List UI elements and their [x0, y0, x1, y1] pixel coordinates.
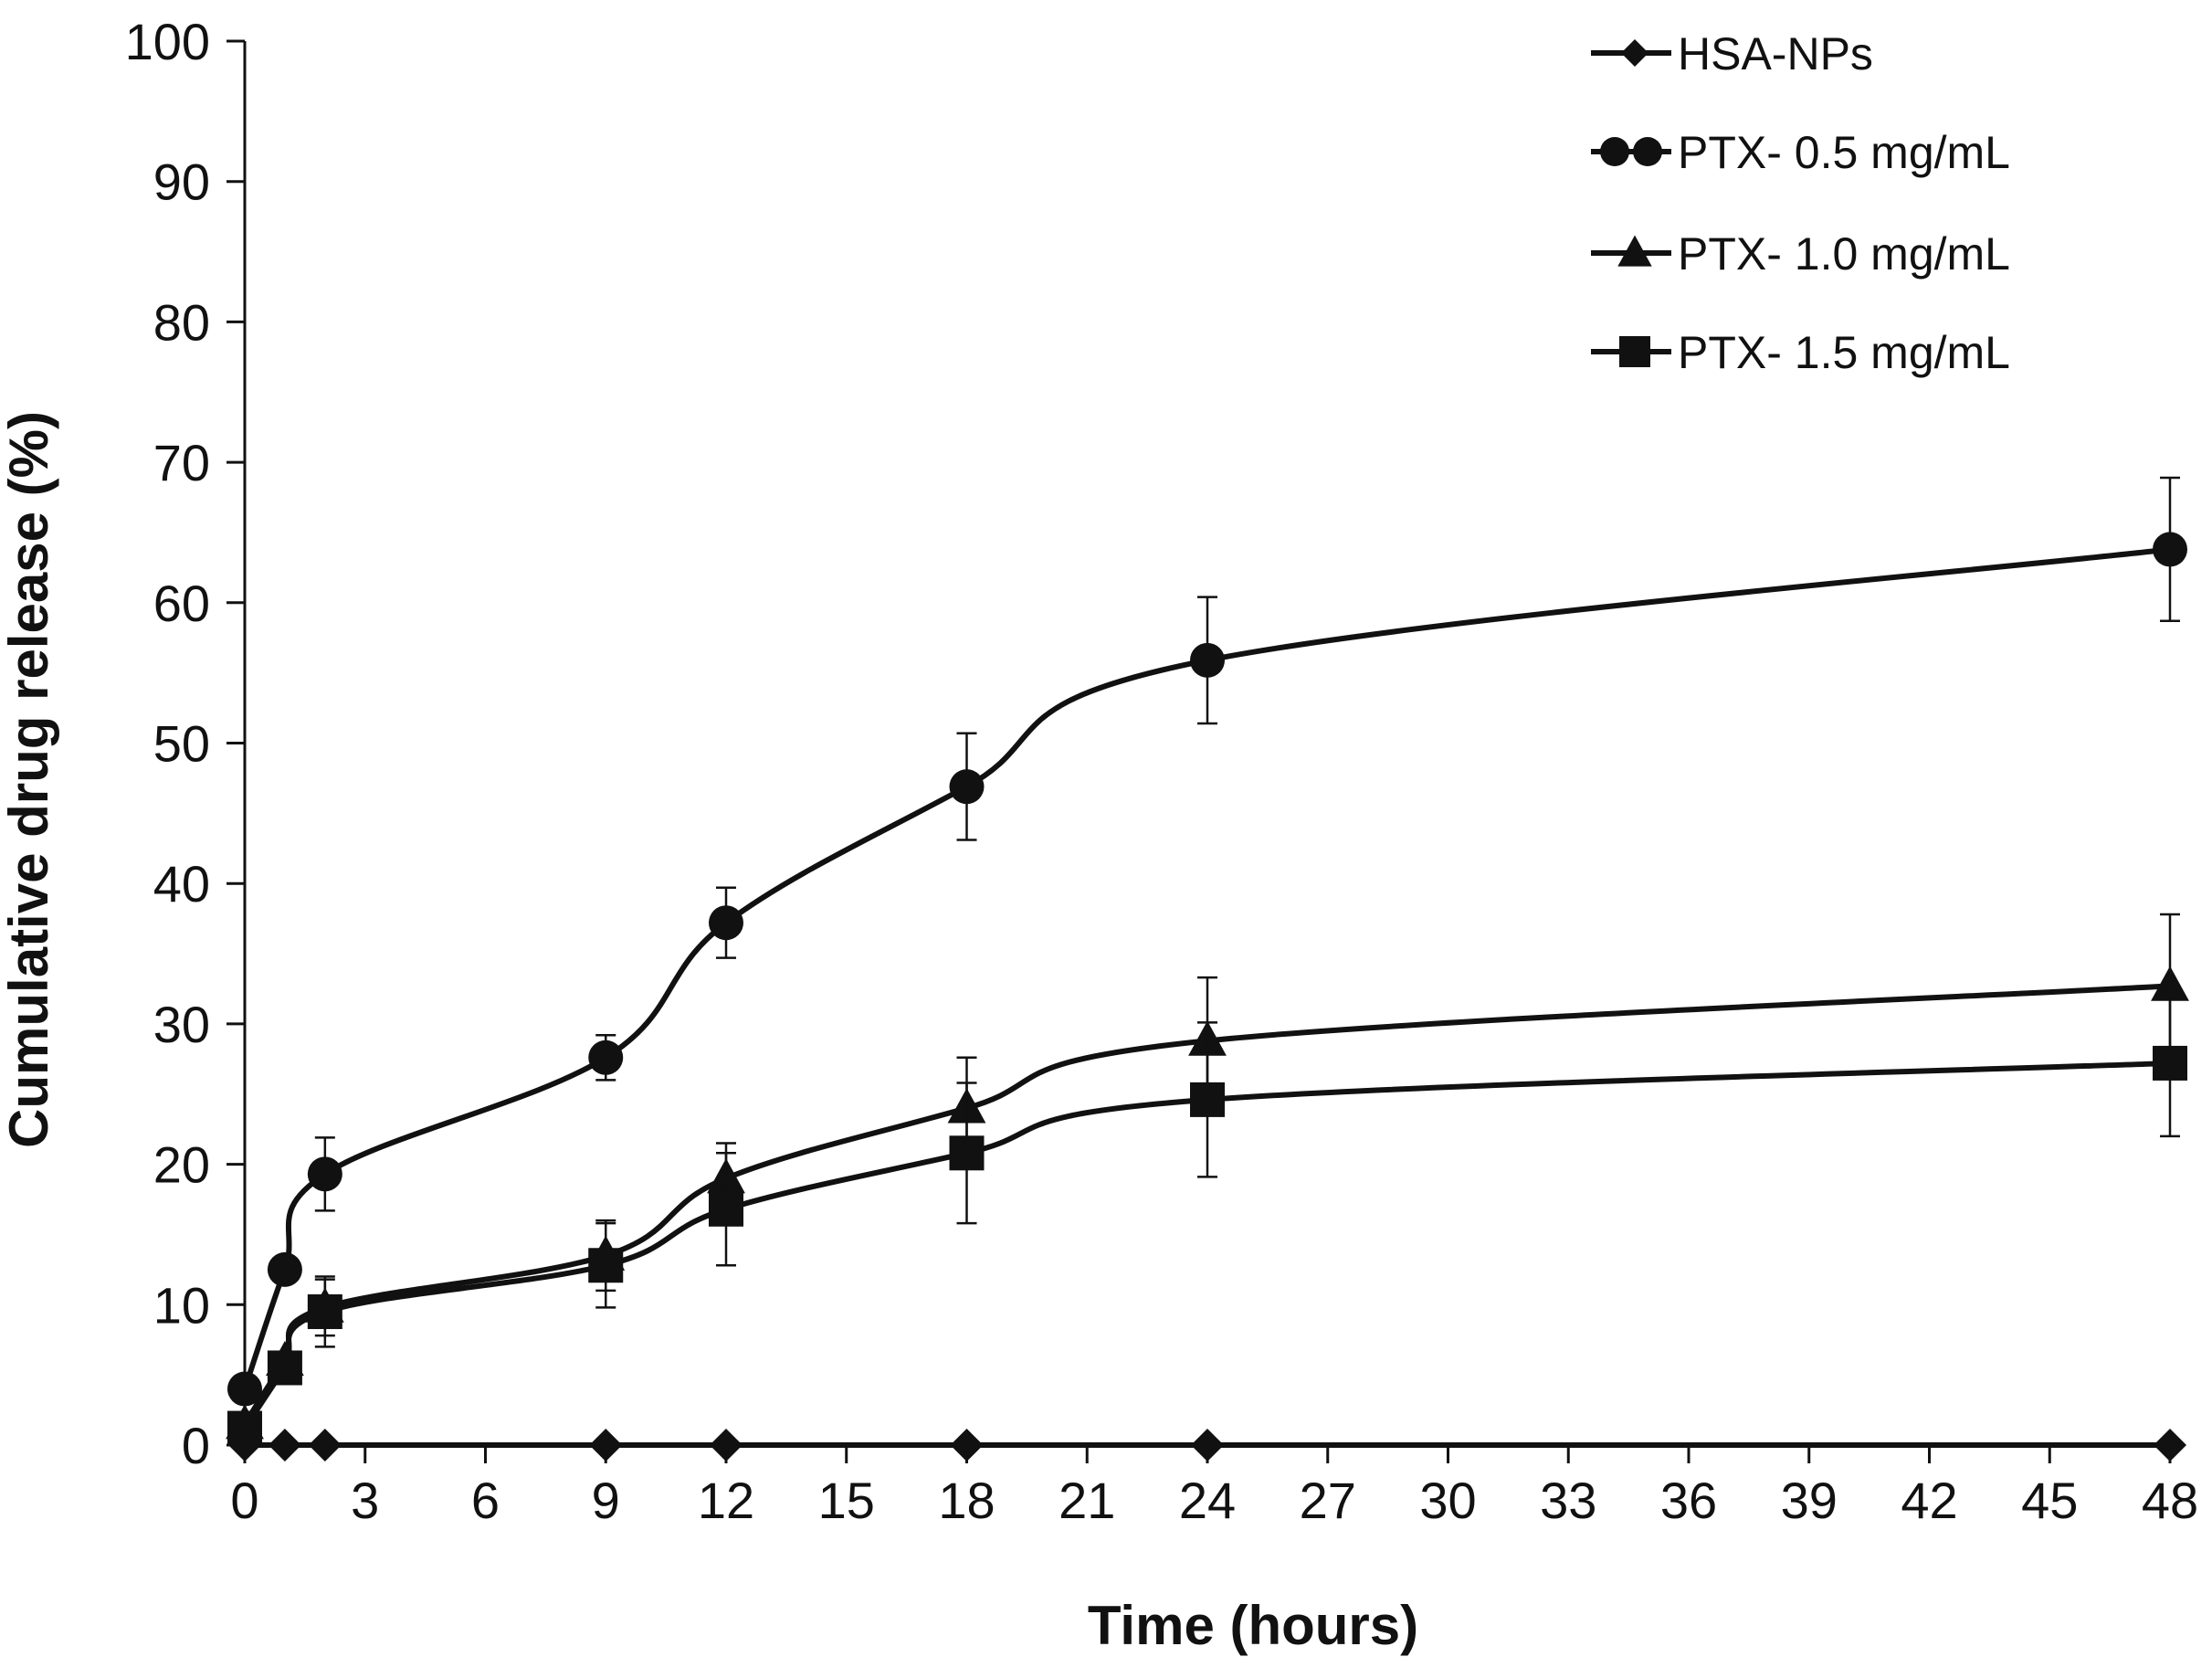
x-tick-label: 3 [351, 1472, 379, 1529]
y-tick-label: 60 [153, 575, 210, 632]
data-point-square [709, 1191, 743, 1227]
series-diamond [228, 1429, 2186, 1462]
data-point-circle [1633, 137, 1662, 166]
y-tick-label: 50 [153, 715, 210, 773]
x-tick-label: 30 [1419, 1472, 1476, 1529]
y-tick-label: 90 [153, 153, 210, 211]
data-point-square [949, 1135, 985, 1171]
x-tick-label: 21 [1059, 1472, 1115, 1529]
legend-label: PTX- 0.5 mg/mL [1678, 127, 2010, 178]
legend-item-triangle: PTX- 1.0 mg/mL [1591, 228, 2010, 280]
x-tick-label: 6 [471, 1472, 500, 1529]
legend-item-circle: PTX- 0.5 mg/mL [1591, 127, 2010, 178]
data-point-diamond [1191, 1429, 1224, 1462]
x-tick-label: 12 [698, 1472, 754, 1529]
data-point-circle [267, 1251, 302, 1287]
data-point-diamond [268, 1429, 301, 1462]
series-line [242, 983, 2173, 1427]
x-tick-label: 18 [938, 1472, 995, 1529]
data-point-square [227, 1410, 262, 1446]
data-point-diamond [1621, 39, 1648, 67]
y-tick-label: 80 [153, 293, 210, 351]
data-point-circle [949, 769, 985, 805]
data-point-diamond [950, 1429, 984, 1462]
data-point-diamond [2154, 1429, 2186, 1462]
data-point-square [1619, 336, 1650, 367]
x-tick-label: 45 [2021, 1472, 2078, 1529]
series-line [242, 546, 2173, 1392]
legend-label: PTX- 1.0 mg/mL [1678, 228, 2010, 280]
data-point-triangle [1617, 235, 1652, 267]
y-tick-label: 40 [153, 855, 210, 913]
x-tick-label: 9 [592, 1472, 620, 1529]
data-point-circle [1600, 137, 1629, 166]
series-circle [227, 476, 2187, 1407]
data-point-square [2153, 1045, 2187, 1081]
x-tick-label: 27 [1300, 1472, 1356, 1529]
data-point-square [588, 1248, 624, 1283]
data-point-circle [1190, 642, 1225, 678]
x-tick-label: 33 [1540, 1472, 1596, 1529]
x-tick-label: 42 [1901, 1472, 1957, 1529]
x-tick-label: 0 [230, 1472, 258, 1529]
x-axis-title: Time (hours) [1088, 1595, 1418, 1656]
data-point-circle [307, 1156, 342, 1192]
x-tick-label: 24 [1179, 1472, 1236, 1529]
y-tick-label: 10 [153, 1276, 210, 1334]
data-point-circle [2153, 532, 2187, 567]
legend: HSA-NPs PTX- 0.5 mg/mL PTX- 1.0 mg/mL PTX- … [1591, 28, 2010, 378]
data-point-circle [227, 1371, 262, 1407]
legend-label: HSA-NPs [1678, 28, 1873, 79]
series-square [227, 988, 2187, 1446]
x-tick-label: 48 [2142, 1472, 2198, 1529]
data-point-diamond [710, 1429, 743, 1462]
y-tick-label: 70 [153, 434, 210, 491]
data-point-square [307, 1293, 342, 1329]
data-point-diamond [308, 1429, 342, 1462]
x-tick-label: 39 [1781, 1472, 1838, 1529]
y-tick-label: 0 [182, 1417, 210, 1474]
data-point-diamond [589, 1429, 623, 1462]
legend-label: PTX- 1.5 mg/mL [1678, 327, 2010, 378]
data-point-square [1190, 1082, 1225, 1117]
y-tick-label: 20 [153, 1136, 210, 1194]
data-point-square [267, 1350, 302, 1386]
x-tick-label: 15 [818, 1472, 875, 1529]
legend-item-diamond: HSA-NPs [1591, 28, 1873, 79]
data-point-circle [709, 905, 743, 941]
legend-item-square: PTX- 1.5 mg/mL [1591, 327, 2010, 378]
y-tick-label: 30 [153, 996, 210, 1053]
x-tick-label: 36 [1660, 1472, 1717, 1529]
data-point-triangle [2151, 966, 2189, 1001]
y-tick-label: 100 [125, 13, 210, 70]
data-point-circle [588, 1040, 624, 1075]
y-axis-title: Cumulative drug release (%) [0, 411, 59, 1148]
series-layer [226, 476, 2189, 1462]
